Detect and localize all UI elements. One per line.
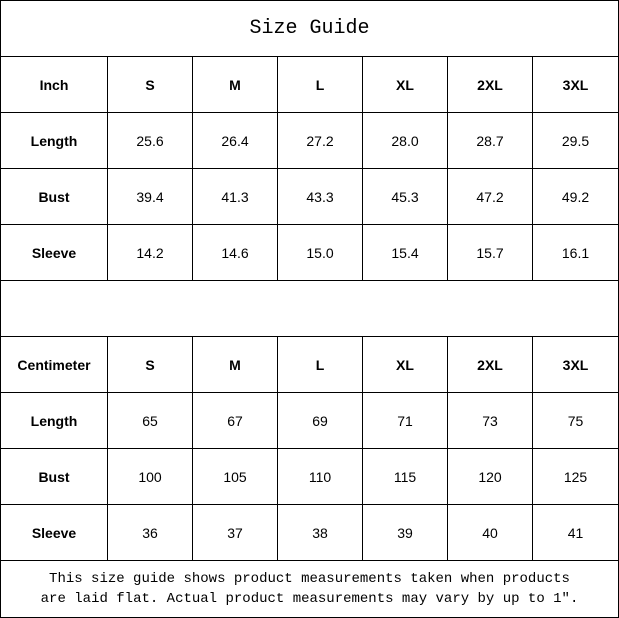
table-header-row: Centimeter S M L XL 2XL 3XL: [1, 337, 618, 393]
row-label: Length: [1, 113, 108, 168]
table-row-sleeve: Sleeve 36 37 38 39 40 41: [1, 505, 618, 561]
size-header-s: S: [108, 337, 193, 392]
measurement-cell: 27.2: [278, 113, 363, 168]
measurement-cell: 41: [567, 524, 584, 541]
measurement-cell: 25.6: [108, 113, 193, 168]
measurement-cell: 120: [448, 449, 533, 504]
unit-header: Centimeter: [1, 337, 108, 392]
measurement-cell: 37: [193, 505, 278, 560]
size-header-m: M: [193, 337, 278, 392]
size-header-xl: XL: [363, 57, 448, 112]
measurement-cell: 14.2: [108, 225, 193, 280]
size-header-m: M: [193, 57, 278, 112]
table-row-length: Length 65 67 69 71 73 75: [1, 393, 618, 449]
size-header-2xl: 2XL: [448, 57, 533, 112]
size-header-xl: XL: [363, 337, 448, 392]
measurement-cell: 16.1: [561, 244, 590, 261]
measurement-cell: 38: [278, 505, 363, 560]
measurement-cell: 125: [563, 468, 588, 485]
table-row-sleeve: Sleeve 14.2 14.6 15.0 15.4 15.7 16.1: [1, 225, 618, 281]
unit-header: Inch: [1, 57, 108, 112]
measurement-cell: 110: [278, 449, 363, 504]
measurement-cell: 49.2: [561, 188, 590, 205]
measurement-cell: 100: [108, 449, 193, 504]
size-header-2xl: 2XL: [448, 337, 533, 392]
measurement-cell: 40: [448, 505, 533, 560]
measurement-cell: 39: [363, 505, 448, 560]
row-label: Bust: [1, 449, 108, 504]
measurement-cell: 69: [278, 393, 363, 448]
measurement-cell: 15.7: [448, 225, 533, 280]
measurement-cell: 65: [108, 393, 193, 448]
measurement-cell: 67: [193, 393, 278, 448]
measurement-cell: 75: [567, 412, 584, 429]
measurement-cell: 29.5: [561, 132, 590, 149]
measurement-cell: 105: [193, 449, 278, 504]
measurement-cell: 39.4: [108, 169, 193, 224]
measurement-cell: 43.3: [278, 169, 363, 224]
row-label: Length: [1, 393, 108, 448]
measurement-cell: 28.7: [448, 113, 533, 168]
table-header-row: Inch S M L XL 2XL 3XL: [1, 57, 618, 113]
spacer-row: [1, 281, 618, 337]
size-header-l: L: [278, 337, 363, 392]
measurement-cell: 115: [363, 449, 448, 504]
measurement-cell: 36: [108, 505, 193, 560]
page-title: Size Guide: [249, 17, 370, 40]
row-label: Bust: [1, 169, 108, 224]
measurement-cell: 15.4: [363, 225, 448, 280]
measurement-cell: 73: [448, 393, 533, 448]
title-row: Size Guide: [1, 1, 618, 57]
measurement-cell: 14.6: [193, 225, 278, 280]
size-header-s: S: [108, 57, 193, 112]
footer-line-1: This size guide shows product measuremen…: [49, 571, 570, 587]
footer-note: This size guide shows product measuremen…: [1, 561, 618, 617]
measurement-cell: 28.0: [363, 113, 448, 168]
measurement-cell: 15.0: [278, 225, 363, 280]
size-header-3xl: 3XL: [562, 356, 589, 373]
measurement-cell: 71: [363, 393, 448, 448]
table-row-bust: Bust 39.4 41.3 43.3 45.3 47.2 49.2: [1, 169, 618, 225]
size-header-l: L: [278, 57, 363, 112]
measurement-cell: 45.3: [363, 169, 448, 224]
size-header-3xl: 3XL: [562, 76, 589, 93]
table-row-length: Length 25.6 26.4 27.2 28.0 28.7 29.5: [1, 113, 618, 169]
table-row-bust: Bust 100 105 110 115 120 125: [1, 449, 618, 505]
measurement-cell: 41.3: [193, 169, 278, 224]
measurement-cell: 26.4: [193, 113, 278, 168]
row-label: Sleeve: [1, 505, 108, 560]
row-label: Sleeve: [1, 225, 108, 280]
measurement-cell: 47.2: [448, 169, 533, 224]
footer-line-2: are laid flat. Actual product measuremen…: [40, 591, 579, 607]
